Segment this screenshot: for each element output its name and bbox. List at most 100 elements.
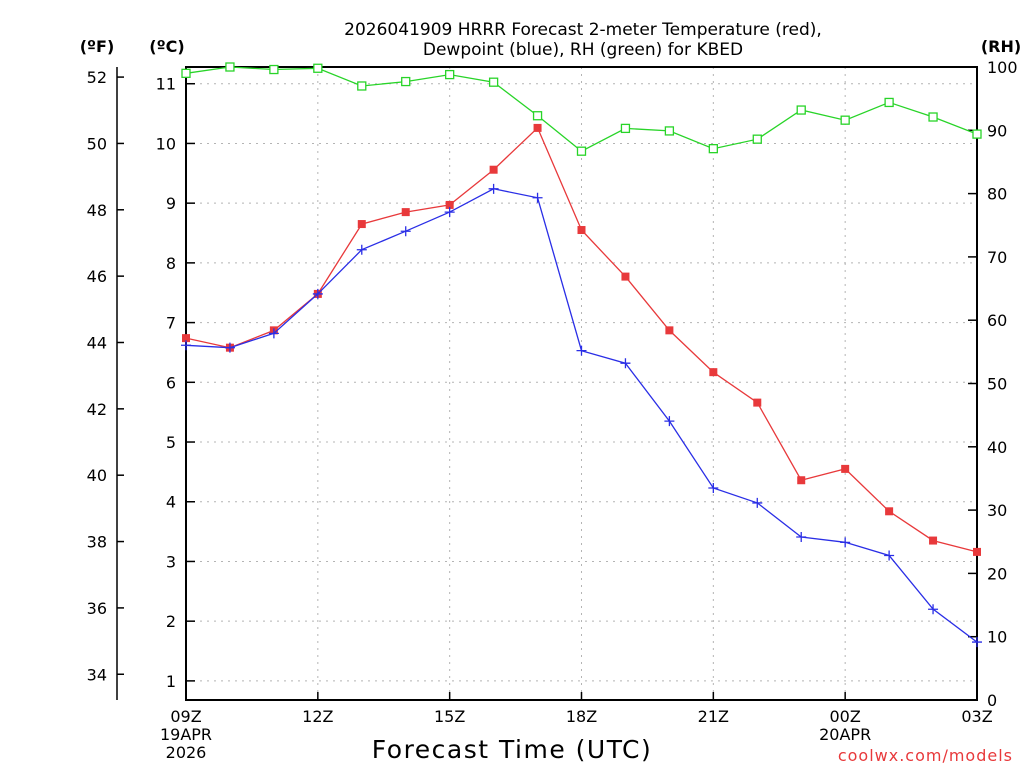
rh-tick-label: 40 — [987, 438, 1007, 457]
dewpoint-point — [268, 328, 279, 339]
celsius-tick-label: 6 — [166, 373, 176, 392]
dewpoint-point — [400, 226, 411, 237]
rh-point — [532, 111, 543, 121]
dewpoint-point — [884, 550, 895, 561]
rh-point — [620, 123, 631, 134]
dewpoint-point — [752, 497, 763, 508]
rh-tick-label: 0 — [987, 691, 997, 710]
time-tick-label: 21Z — [698, 707, 729, 726]
rh-point — [313, 63, 323, 73]
rh-point — [445, 69, 455, 80]
celsius-unit-label: (ºC) — [149, 37, 184, 56]
time-tick-label: 18Z — [566, 707, 597, 726]
rh-point — [357, 81, 367, 91]
celsius-tick-label: 1 — [166, 672, 176, 691]
rh-tick-label: 90 — [987, 121, 1007, 140]
fahrenheit-tick-label: 44 — [87, 333, 107, 352]
celsius-tick-label: 4 — [166, 493, 176, 512]
dewpoint-point — [444, 207, 455, 218]
fahrenheit-tick-label: 46 — [87, 267, 107, 286]
celsius-tick-label: 11 — [156, 75, 176, 94]
rh-point — [752, 134, 762, 144]
chart-title-line1: 2026041909 HRRR Forecast 2-meter Tempera… — [344, 20, 822, 40]
dewpoint-point — [224, 342, 235, 353]
fahrenheit-tick-label: 48 — [87, 201, 107, 220]
time-tick-label: 12Z — [302, 707, 333, 726]
rh-tick-label: 10 — [987, 628, 1007, 647]
rh-point — [884, 97, 894, 108]
temperature-point — [401, 208, 410, 217]
dewpoint-point — [181, 340, 191, 351]
rh-tick-label: 20 — [987, 564, 1007, 583]
temperature-point — [621, 272, 630, 281]
dewpoint-point — [972, 637, 982, 648]
rh-tick-label: 50 — [987, 375, 1007, 394]
fahrenheit-tick-label: 40 — [87, 466, 107, 485]
celsius-tick-label: 10 — [156, 134, 176, 153]
rh-tick-label: 30 — [987, 501, 1007, 520]
rh-point — [488, 77, 499, 87]
dewpoint-point — [840, 537, 851, 548]
dewpoint-point — [708, 483, 719, 494]
fahrenheit-tick-label: 50 — [87, 134, 107, 153]
fahrenheit-tick-label: 52 — [87, 68, 107, 87]
rh-point — [576, 146, 587, 156]
fahrenheit-tick-label: 38 — [87, 533, 107, 552]
temperature-point — [357, 220, 366, 229]
temperature-point — [973, 547, 981, 556]
temperature-point — [577, 226, 586, 235]
rh-point — [181, 68, 191, 78]
rh-point — [972, 129, 982, 139]
fahrenheit-axis: 34 36 38 40 42 44 46 48 50 52 — [87, 68, 124, 684]
celsius-tick-label: 5 — [166, 433, 176, 452]
plot-frame — [185, 66, 978, 701]
rh-tick-label: 80 — [987, 185, 1007, 204]
dewpoint-point — [664, 416, 675, 427]
temperature-point — [665, 326, 674, 335]
temperature-point — [929, 536, 938, 545]
temperature-point — [182, 334, 190, 343]
dewpoint-series — [181, 183, 982, 648]
rh-tick-label: 100 — [987, 58, 1018, 77]
dewpoint-point — [488, 183, 499, 194]
x-axis-title: Forecast Time (UTC) — [372, 735, 652, 764]
rh-axis: 0 10 20 30 40 50 60 70 80 90 100 — [968, 58, 1018, 710]
temperature-point — [709, 368, 718, 377]
celsius-tick-label: 7 — [166, 314, 176, 333]
rh-series — [181, 62, 982, 156]
celsius-tick-label: 3 — [166, 552, 176, 571]
date-label: 19APR — [160, 725, 212, 744]
time-tick-label: 15Z — [434, 707, 465, 726]
temperature-series — [182, 123, 981, 556]
rh-point — [225, 62, 235, 72]
fahrenheit-tick-label: 34 — [87, 665, 107, 684]
fahrenheit-tick-label: 36 — [87, 599, 107, 618]
time-tick-label: 09Z — [170, 707, 201, 726]
temperature-point — [445, 200, 454, 209]
year-label: 2026 — [166, 743, 207, 762]
dewpoint-point — [928, 604, 939, 615]
dewpoint-point — [312, 288, 323, 299]
series-layer — [181, 62, 982, 648]
temperature-point — [885, 507, 894, 516]
celsius-axis: 1 2 3 4 5 6 7 8 9 10 11 — [156, 75, 195, 691]
temperature-point — [489, 165, 498, 174]
rh-point — [708, 144, 718, 154]
rh-tick-label: 60 — [987, 311, 1007, 330]
rh-point — [664, 126, 675, 136]
celsius-tick-label: 2 — [166, 612, 176, 631]
time-tick-label: 03Z — [961, 707, 992, 726]
rh-point — [796, 105, 806, 115]
dewpoint-point — [796, 531, 807, 542]
grid-lines — [185, 67, 978, 700]
fahrenheit-unit-label: (ºF) — [80, 37, 115, 56]
temperature-point — [797, 476, 806, 485]
celsius-tick-label: 9 — [166, 194, 176, 213]
rh-tick-label: 70 — [987, 248, 1007, 267]
rh-point — [401, 76, 411, 87]
rh-point — [840, 115, 850, 125]
dewpoint-point — [532, 192, 543, 203]
credit-link[interactable]: coolwx.com/models — [838, 746, 1013, 765]
